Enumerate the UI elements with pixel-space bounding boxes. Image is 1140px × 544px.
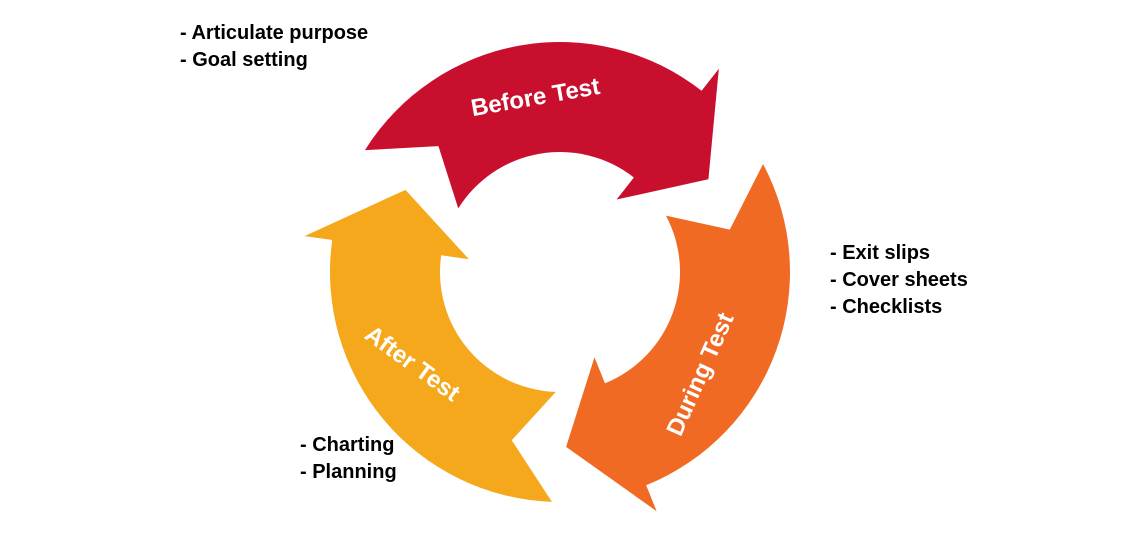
caption-before-line-2: - Goal setting xyxy=(180,47,368,74)
caption-before: - Articulate purpose - Goal setting xyxy=(180,20,368,74)
diagram-stage: Before TestDuring TestAfter Test - Artic… xyxy=(0,0,1140,544)
caption-after-line-1: - Charting xyxy=(300,432,397,459)
caption-during-line-1: - Exit slips xyxy=(830,240,968,267)
caption-after-line-2: - Planning xyxy=(300,459,397,486)
cycle-arrow-during xyxy=(566,164,790,511)
caption-during-line-2: - Cover sheets xyxy=(830,267,968,294)
caption-during: - Exit slips - Cover sheets - Checklists xyxy=(830,240,968,321)
caption-after: - Charting - Planning xyxy=(300,432,397,486)
cycle-arrow-before xyxy=(365,42,719,208)
cycle-diagram: Before TestDuring TestAfter Test xyxy=(0,0,1140,544)
caption-before-line-1: - Articulate purpose xyxy=(180,20,368,47)
caption-during-line-3: - Checklists xyxy=(830,294,968,321)
